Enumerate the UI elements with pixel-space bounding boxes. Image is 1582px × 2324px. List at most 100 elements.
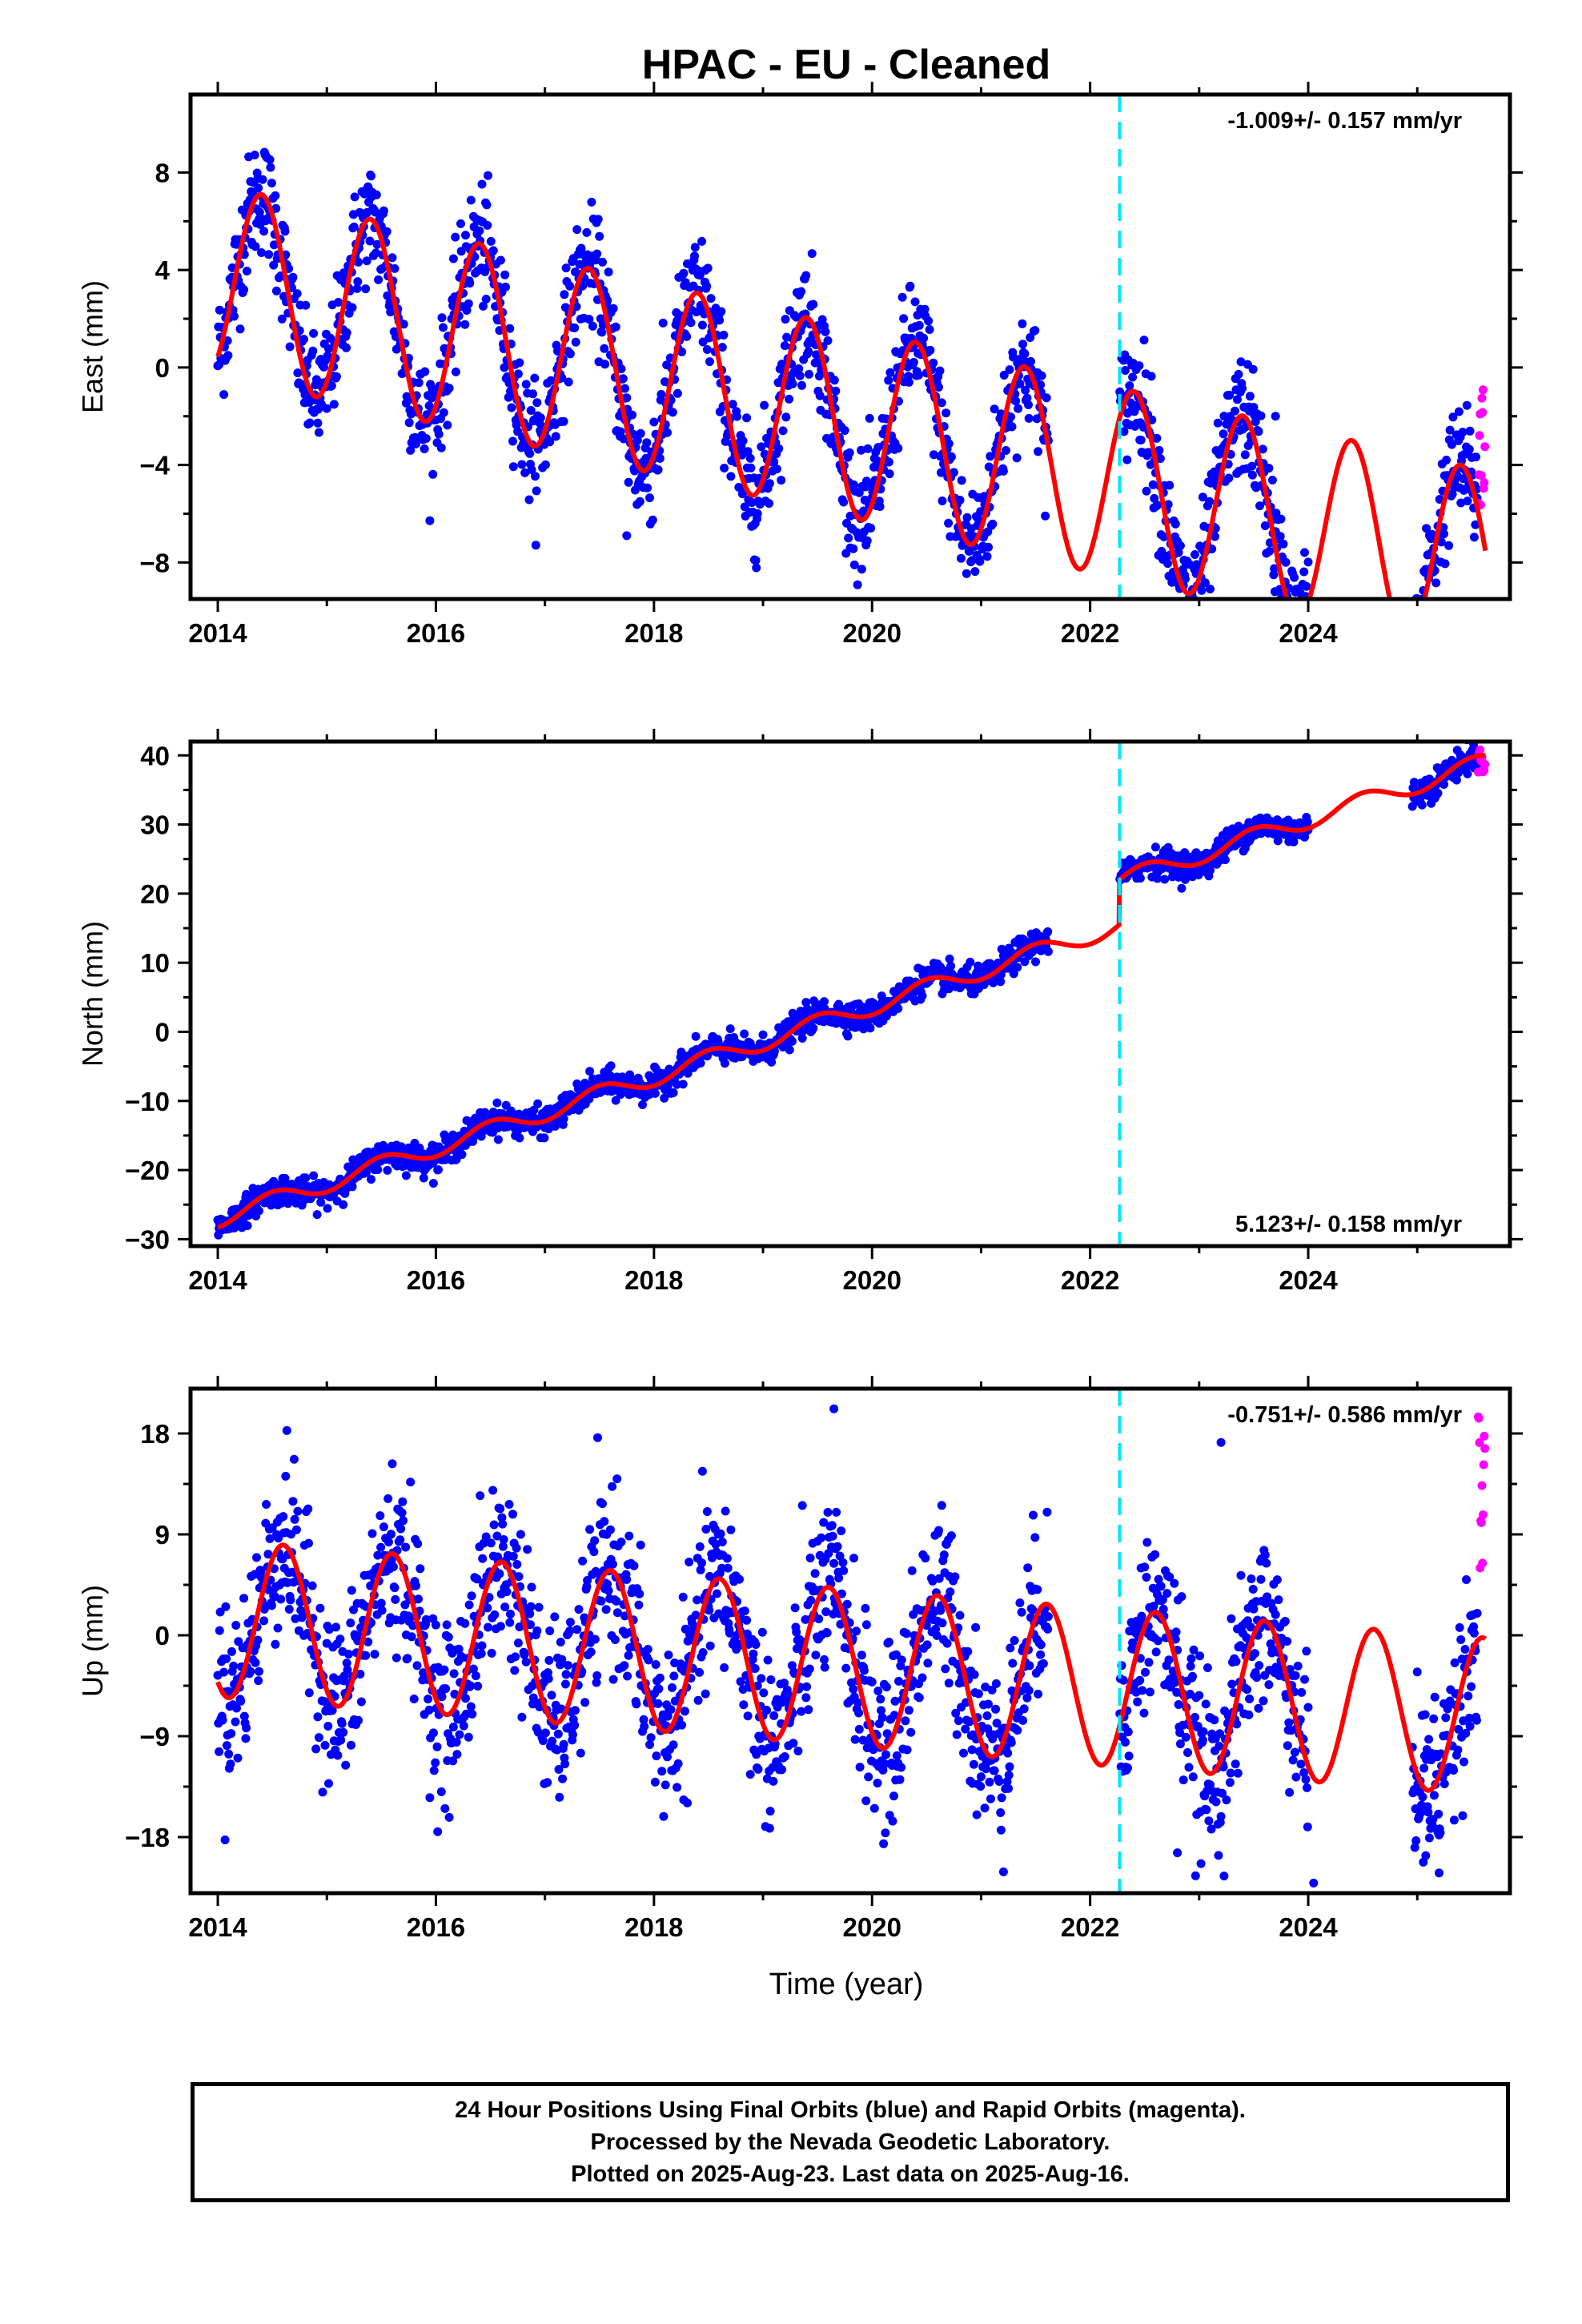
final-orbit-point (998, 466, 1008, 476)
final-orbit-point (431, 1758, 440, 1767)
final-orbit-point (419, 1173, 428, 1183)
final-orbit-point (571, 1706, 580, 1715)
final-orbit-point (1152, 433, 1162, 443)
final-orbit-point (452, 1750, 462, 1759)
final-orbit-point (802, 1682, 811, 1691)
final-orbit-point (608, 304, 618, 313)
final-orbit-point (945, 954, 954, 963)
final-orbit-point (512, 1560, 522, 1569)
final-orbit-point (1258, 444, 1267, 454)
final-orbit-point (1198, 493, 1207, 502)
final-orbit-point (697, 320, 707, 330)
final-orbit-point (810, 1569, 820, 1578)
final-orbit-point (407, 1632, 416, 1642)
final-orbit-point (402, 392, 412, 401)
final-orbit-point (865, 1023, 875, 1033)
final-orbit-point (495, 1569, 504, 1578)
final-orbit-point (513, 369, 523, 379)
final-orbit-point (1013, 963, 1022, 972)
final-orbit-point (636, 428, 645, 438)
final-orbit-point (543, 1778, 552, 1787)
final-orbit-point (632, 436, 642, 445)
final-orbit-point (329, 400, 339, 409)
final-orbit-point (923, 1659, 933, 1668)
final-orbit-point (942, 1638, 952, 1648)
final-orbit-point (352, 283, 362, 293)
final-orbit-point (532, 1626, 542, 1635)
final-orbit-point (375, 1511, 385, 1521)
final-orbit-point (805, 1554, 815, 1562)
final-orbit-point (354, 1715, 363, 1725)
final-orbit-point (387, 253, 397, 263)
final-orbit-point (899, 314, 909, 324)
final-orbit-point (853, 1698, 863, 1707)
final-orbit-point (749, 1649, 758, 1659)
final-orbit-point (722, 1554, 732, 1563)
final-orbit-point (801, 998, 811, 1007)
rapid-orbit-point (1476, 745, 1485, 754)
final-orbit-point (820, 1663, 829, 1672)
final-orbit-point (289, 1454, 299, 1464)
final-orbit-point (944, 984, 954, 994)
final-orbit-point (1200, 578, 1210, 588)
final-orbit-point (389, 1562, 398, 1571)
final-orbit-point (855, 1763, 865, 1772)
final-orbit-point (642, 438, 652, 448)
final-orbit-point (1014, 404, 1023, 413)
final-orbit-point (864, 1772, 873, 1782)
final-orbit-point (558, 1774, 568, 1783)
final-orbit-point (464, 1732, 473, 1742)
final-orbit-point (341, 1760, 351, 1770)
final-orbit-point (759, 1688, 769, 1698)
final-orbit-point (334, 298, 343, 307)
final-orbit-point (371, 248, 380, 258)
final-orbit-point (556, 1638, 565, 1647)
final-orbit-point (904, 1706, 913, 1715)
final-orbit-point (390, 263, 400, 273)
final-orbit-point (612, 1474, 622, 1484)
final-orbit-point (859, 506, 869, 516)
final-orbit-point (382, 227, 391, 236)
final-orbit-point (857, 445, 866, 455)
final-orbit-point (486, 1538, 496, 1548)
final-orbit-point (554, 1765, 564, 1774)
final-orbit-point (502, 1587, 512, 1597)
final-orbit-point (624, 1651, 633, 1660)
final-orbit-point (344, 1650, 353, 1659)
final-orbit-point (640, 1722, 649, 1731)
rapid-orbit-point (1478, 408, 1488, 417)
final-orbit-point (478, 1554, 488, 1563)
plot-frame (188, 92, 1512, 601)
final-orbit-point (884, 457, 893, 467)
final-orbit-point (831, 386, 841, 396)
final-orbit-point (1022, 393, 1032, 403)
final-orbit-point (367, 1175, 375, 1184)
final-orbit-point (719, 330, 729, 340)
final-orbit-point (702, 1507, 712, 1516)
final-orbit-point (677, 347, 687, 356)
final-orbit-point (1423, 615, 1432, 624)
final-orbit-point (844, 533, 853, 543)
final-orbit-point (526, 1620, 535, 1630)
final-orbit-point (1447, 489, 1457, 499)
final-orbit-point (264, 250, 274, 259)
final-orbit-point (877, 1713, 887, 1723)
final-orbit-point (616, 427, 625, 436)
final-orbit-point (616, 364, 626, 374)
final-orbit-point (488, 246, 498, 255)
final-orbit-point (508, 1510, 517, 1519)
final-orbit-point (600, 344, 609, 353)
final-orbit-point (797, 380, 806, 390)
final-orbit-point (559, 1739, 568, 1749)
final-orbit-point (324, 344, 333, 353)
final-orbit-point (678, 1080, 688, 1089)
final-orbit-point (1462, 400, 1472, 410)
final-orbit-point (763, 1655, 773, 1665)
final-orbit-point (934, 383, 943, 392)
final-orbit-point (975, 557, 985, 566)
final-orbit-point (863, 444, 873, 453)
final-orbit-point (468, 1709, 477, 1719)
final-orbit-point (919, 333, 929, 343)
final-orbit-point (250, 151, 259, 160)
